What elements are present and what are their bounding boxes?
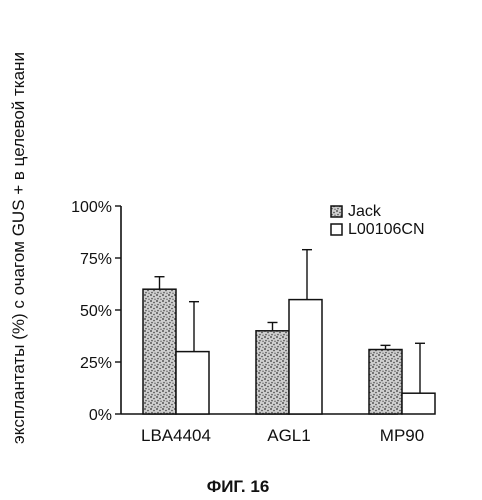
legend-label-jack: Jack [348,203,382,220]
bar-l00106cn-agl1 [289,300,322,414]
bar-l00106cn-mp90 [402,393,435,414]
legend: Jack L00106CN [331,203,425,238]
y-axis-label: эксплантаты (%) с очагом GUS + в целевой… [9,52,28,444]
x-tick-labels: LBA4404 AGL1 MP90 [141,426,424,445]
y-tick-label: 50% [80,303,112,320]
legend-swatch-jack [331,206,342,217]
bar-l00106cn-lba4404 [176,352,209,414]
legend-label-l00106cn: L00106CN [348,221,425,238]
bar-jack-mp90 [369,350,402,414]
x-tick-label-mp90: MP90 [380,426,424,445]
bar-jack-agl1 [256,331,289,414]
y-tick-label: 0% [89,407,112,424]
y-tick-label: 75% [80,251,112,268]
y-ticks: 0% 25% 50% 75% 100% [71,199,121,424]
x-tick-label-lba4404: LBA4404 [141,426,211,445]
bar-jack-lba4404 [143,289,176,414]
x-tick-label-agl1: AGL1 [267,426,310,445]
bars [143,250,435,414]
legend-swatch-l00106cn [331,224,342,235]
figure-title: ФИГ. 16 [207,477,270,496]
y-tick-label: 25% [80,355,112,372]
y-tick-label: 100% [71,199,112,216]
